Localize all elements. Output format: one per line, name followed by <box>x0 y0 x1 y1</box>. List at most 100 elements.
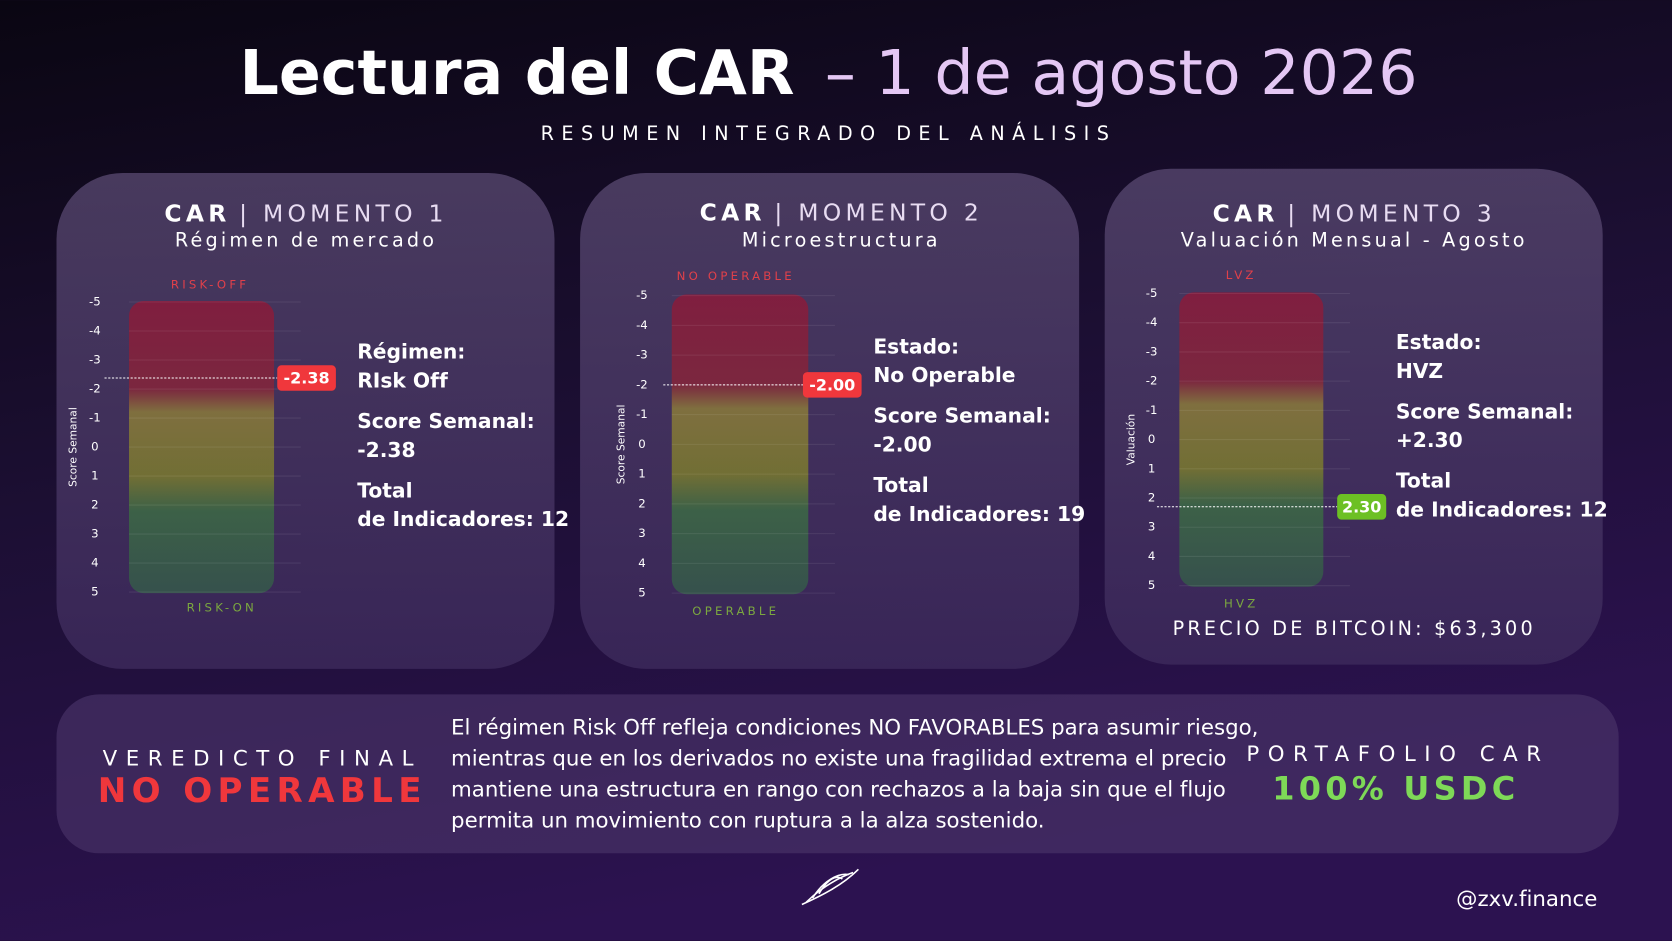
y-tick-label: 0 <box>1148 432 1155 446</box>
info-line: HVZ <box>1396 359 1443 383</box>
info-line: de Indicadores: 12 <box>357 507 569 531</box>
y-tick-label: 3 <box>1148 520 1155 534</box>
bottom-label: OPERABLE <box>692 604 779 618</box>
card-title-bold: CAR <box>700 198 766 226</box>
info-line: Score Semanal: <box>873 404 1050 428</box>
marker-label: 2.30 <box>1342 497 1381 516</box>
card-title-light: | MOMENTO 2 <box>774 198 983 226</box>
y-tick-label: 1 <box>91 469 98 483</box>
bottom-label: HVZ <box>1224 596 1258 610</box>
marker-badge <box>277 365 336 391</box>
y-tick-label: -1 <box>636 407 648 421</box>
top-label: LVZ <box>1226 268 1257 282</box>
y-tick-label: -4 <box>89 324 101 338</box>
y-tick-label: 3 <box>638 526 645 540</box>
card-subtitle: Valuación Mensual - Agosto <box>1181 229 1528 252</box>
y-tick-label: -2 <box>89 382 101 396</box>
gauge-bar <box>129 300 275 594</box>
top-label: RISK-OFF <box>171 277 249 291</box>
info-line: de Indicadores: 19 <box>873 502 1085 526</box>
y-tick-label: 4 <box>91 556 98 570</box>
portfolio-value: 100% USDC <box>1272 769 1519 807</box>
y-tick-label: -3 <box>1146 344 1158 358</box>
gauge-bar <box>671 294 809 595</box>
y-tick-label: 2 <box>638 496 645 510</box>
info-line: +2.30 <box>1396 428 1463 452</box>
y-tick-label: -4 <box>636 318 648 332</box>
portfolio-label: PORTAFOLIO CAR <box>1246 742 1549 767</box>
y-tick-label: -1 <box>1146 403 1158 417</box>
handle: @zxv.finance <box>1456 887 1597 912</box>
y-tick-label: 2 <box>1148 491 1155 505</box>
card-title-bold: CAR <box>1213 199 1279 227</box>
verdict-line: El régimen Risk Off refleja condiciones … <box>451 716 1258 741</box>
gauge-card: CAR | MOMENTO 2 Microestructura -5 -4 -3 -2 -1 0… <box>580 172 1085 669</box>
info-line: -2.38 <box>357 438 415 462</box>
y-axis-label: Score Semanal <box>67 407 80 487</box>
card-subtitle: Microestructura <box>742 229 941 252</box>
info-line: Régimen: <box>357 340 465 364</box>
card-title: CAR | MOMENTO 2 <box>700 198 983 226</box>
title-bold: Lectura del CAR <box>239 37 794 109</box>
info-line: Score Semanal: <box>1396 399 1573 423</box>
y-tick-label: 2 <box>91 498 98 512</box>
card-title-light: | MOMENTO 3 <box>1287 199 1496 227</box>
card-title: CAR | MOMENTO 3 <box>1213 199 1496 227</box>
page-title: Lectura del CAR – 1 de agosto 2026 <box>239 37 1417 109</box>
info-line: Estado: <box>1396 330 1482 354</box>
y-tick-label: 1 <box>638 467 645 481</box>
y-tick-label: -3 <box>89 353 101 367</box>
info-line: Estado: <box>873 334 959 358</box>
verdict-line: permita un movimiento con ruptura a la a… <box>451 808 1045 833</box>
gauge-bar <box>1179 292 1324 587</box>
marker-label: -2.00 <box>809 375 855 394</box>
y-tick-label: -5 <box>89 295 101 309</box>
y-tick-label: 5 <box>91 585 98 599</box>
y-axis-label: Valuación <box>1124 414 1137 465</box>
page-subtitle: RESUMEN INTEGRADO DEL ANÁLISIS <box>541 122 1117 145</box>
card-subtitle: Régimen de mercado <box>175 229 437 252</box>
info-line: Score Semanal: <box>357 409 534 433</box>
y-tick-label: -1 <box>89 411 101 425</box>
marker-label: -2.38 <box>284 369 330 388</box>
info-line: No Operable <box>873 363 1015 387</box>
info-line: Total <box>1396 469 1451 493</box>
info-line: RIsk Off <box>357 368 448 392</box>
y-tick-label: 1 <box>1148 461 1155 475</box>
y-tick-label: 0 <box>638 437 645 451</box>
verdict-label: VEREDICTO FINAL <box>103 746 422 771</box>
verdict-panel <box>56 694 1619 854</box>
y-tick-label: 3 <box>91 527 98 541</box>
y-tick-label: -3 <box>636 348 648 362</box>
verdict-line: mientras que en los derivados no existe … <box>451 746 1226 771</box>
bottom-label: RISK-ON <box>187 601 257 615</box>
y-tick-label: 5 <box>638 586 645 600</box>
info-line: Total <box>357 478 412 502</box>
title-light: – 1 de agosto 2026 <box>825 37 1418 109</box>
info-line: de Indicadores: 12 <box>1396 498 1608 522</box>
marker-badge <box>802 372 862 398</box>
y-axis-label: Score Semanal <box>615 405 628 485</box>
verdict-line: mantiene una estructura en rango con rec… <box>451 777 1226 802</box>
card-title: CAR | MOMENTO 1 <box>164 199 447 227</box>
marker-badge <box>1337 493 1387 520</box>
footnote: PRECIO DE BITCOIN: $63,300 <box>1173 617 1536 640</box>
card-title-bold: CAR <box>164 199 230 227</box>
y-tick-label: -4 <box>1146 315 1158 329</box>
logo <box>801 868 859 906</box>
y-tick-label: 4 <box>638 556 645 570</box>
y-tick-label: 4 <box>1148 549 1155 563</box>
top-label: NO OPERABLE <box>677 269 795 283</box>
card-title-light: | MOMENTO 1 <box>239 199 448 227</box>
y-tick-label: -2 <box>1146 374 1158 388</box>
info-line: Total <box>873 473 928 497</box>
y-tick-label: -5 <box>1146 286 1158 300</box>
y-tick-label: -2 <box>636 377 648 391</box>
y-tick-label: 0 <box>91 440 98 454</box>
y-tick-label: -5 <box>636 288 648 302</box>
